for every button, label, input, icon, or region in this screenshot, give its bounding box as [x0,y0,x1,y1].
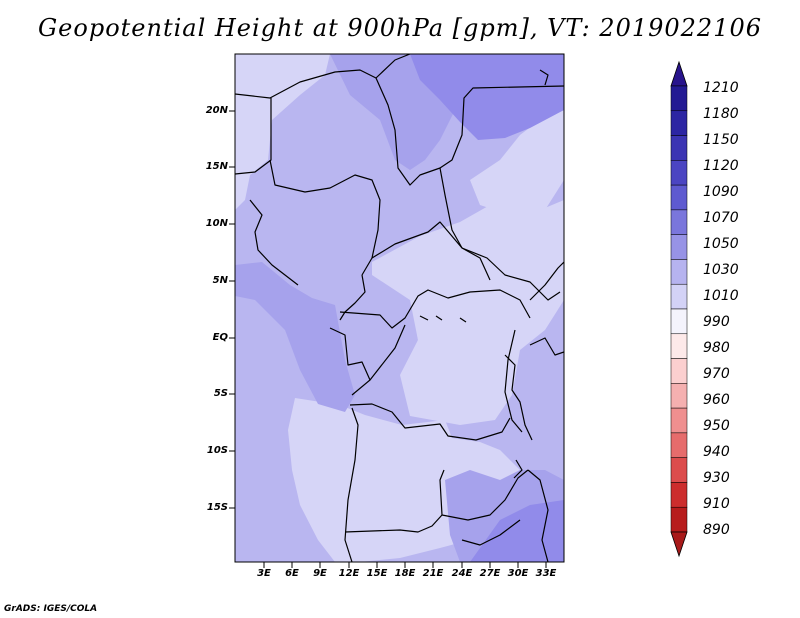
colorbar-label-1090: 1090 [703,184,739,200]
colorbar-label-930: 930 [703,470,730,486]
colorbar [670,60,688,558]
colorbar-label-1030: 1030 [703,262,739,278]
colorbar-label-970: 970 [703,366,730,382]
colorbar-bottom-arrow [670,531,688,558]
map-frame [234,53,565,563]
colorbar-label-1120: 1120 [703,158,739,174]
lon-label-18e: 18E [394,568,416,579]
colorbar-segments [670,85,688,533]
colorbar-label-1010: 1010 [703,288,739,304]
colorbar-segment [670,457,688,483]
height-region-deep-northeast [410,54,564,140]
height-region-light-east [470,110,564,215]
lat-label-20n: 20N [205,105,228,116]
lat-label-10n: 10N [205,218,228,229]
colorbar-segment [670,259,688,285]
lat-label-15s: 15S [206,502,228,513]
lon-label-15e: 15E [366,568,388,579]
colorbar-segment [670,85,688,112]
lon-label-30e: 30E [507,568,529,579]
colorbar-label-1070: 1070 [703,210,739,226]
height-region-lightest-2 [305,430,395,530]
lon-label-27e: 27E [479,568,501,579]
colorbar-segment [670,432,688,458]
colorbar-segment [670,209,688,235]
grads-credit: GrADS: IGES/COLA [4,604,98,614]
colorbar-segment [670,333,688,359]
lon-label-3e: 3E [257,568,271,579]
colorbar-label-990: 990 [703,314,730,330]
colorbar-label-1180: 1180 [703,106,739,122]
lon-label-33e: 33E [535,568,557,579]
colorbar-segment [670,184,688,211]
lon-label-9e: 9E [313,568,327,579]
colorbar-label-940: 940 [703,444,730,460]
colorbar-segment [670,234,688,260]
lon-ticks [263,562,547,568]
colorbar-segment [670,506,688,533]
lat-label-10s: 10S [206,445,228,456]
colorbar-top-arrow [670,60,688,87]
colorbar-label-950: 950 [703,418,730,434]
colorbar-segment [670,160,688,186]
height-region-lightest-1 [408,290,455,400]
height-region-light-north [235,54,330,210]
lon-label-24e: 24E [451,568,473,579]
colorbar-segment [670,283,688,310]
colorbar-label-980: 980 [703,340,730,356]
colorbar-label-890: 890 [703,522,730,538]
lon-label-21e: 21E [422,568,444,579]
colorbar-segment [670,110,688,136]
lat-ticks [229,110,235,509]
colorbar-label-1150: 1150 [703,132,739,148]
height-region-medium-west [235,262,355,412]
lat-label-eq: EQ [212,332,228,343]
lat-label-5s: 5S [213,388,228,399]
colorbar-segment [670,482,688,508]
lon-label-12e: 12E [338,568,360,579]
height-region-lightest-3 [375,250,470,290]
map-title: Geopotential Height at 900hPa [gpm], VT:… [38,14,762,42]
colorbar-label-960: 960 [703,392,730,408]
colorbar-segment [670,407,688,434]
colorbar-segment [670,383,688,409]
lon-label-6e: 6E [285,568,299,579]
colorbar-label-1050: 1050 [703,236,739,252]
country-borders [235,54,564,562]
colorbar-segment [670,308,688,335]
colorbar-segment [670,358,688,384]
lat-label-5n: 5N [212,275,228,286]
height-region-deep-southeast [470,500,564,562]
lat-label-15n: 15N [205,161,228,172]
colorbar-label-1210: 1210 [703,80,739,96]
colorbar-label-910: 910 [703,496,730,512]
colorbar-segment [670,135,688,161]
